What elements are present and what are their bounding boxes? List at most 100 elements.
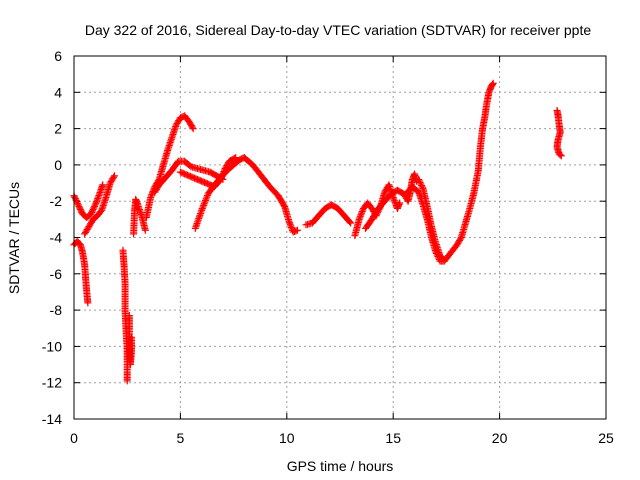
data-point	[356, 214, 364, 222]
data-point	[76, 205, 84, 213]
data-point	[437, 253, 445, 261]
data-point	[418, 183, 426, 191]
data-point	[92, 199, 100, 207]
data-point	[71, 193, 79, 201]
data-point	[292, 227, 300, 235]
data-point	[230, 154, 238, 162]
data-point	[416, 178, 424, 186]
data-point	[287, 222, 295, 230]
data-point	[219, 171, 227, 179]
data-point	[199, 203, 207, 211]
data-point	[218, 172, 226, 180]
data-point	[97, 208, 105, 216]
data-point	[220, 168, 228, 176]
data-point	[88, 207, 96, 215]
data-point	[123, 377, 131, 385]
x-tick-label: 25	[598, 430, 614, 446]
data-point	[415, 175, 423, 183]
x-tick-label: 10	[279, 430, 295, 446]
data-point	[217, 175, 225, 183]
y-tick-label: -12	[42, 375, 62, 391]
data-point	[87, 210, 95, 218]
data-point	[391, 198, 399, 206]
data-point	[94, 193, 102, 201]
data-point	[89, 205, 97, 213]
data-point	[232, 154, 240, 162]
data-point	[141, 226, 149, 234]
data-point	[280, 201, 288, 209]
data-point	[110, 173, 118, 181]
data-point	[347, 219, 355, 227]
y-tick-label: 6	[54, 48, 62, 64]
x-tick-label: 0	[70, 430, 78, 446]
data-point	[91, 201, 99, 209]
data-point	[77, 207, 85, 215]
y-tick-label: -8	[50, 302, 63, 318]
data-point	[200, 200, 208, 208]
data-points	[70, 79, 565, 385]
data-point	[95, 191, 103, 199]
x-tick-label: 5	[177, 430, 185, 446]
data-point	[415, 177, 423, 185]
x-tick-label: 15	[385, 430, 401, 446]
data-point	[220, 166, 228, 174]
data-point	[489, 79, 497, 87]
data-point	[93, 196, 101, 204]
data-point	[200, 201, 208, 209]
data-point	[75, 202, 83, 210]
data-point	[71, 195, 79, 203]
data-point	[358, 208, 366, 216]
grid-lines	[74, 56, 606, 419]
data-point	[201, 198, 209, 206]
data-point	[355, 215, 363, 223]
data-point	[198, 205, 206, 213]
data-point	[489, 80, 497, 88]
data-point	[94, 195, 102, 203]
data-point	[556, 151, 564, 159]
data-point	[293, 226, 301, 234]
data-point	[219, 169, 227, 177]
data-point	[285, 217, 293, 225]
data-point	[217, 174, 225, 182]
data-point	[358, 209, 366, 217]
data-point	[346, 218, 354, 226]
data-point	[357, 211, 365, 219]
data-point	[74, 201, 82, 209]
axis-ticks: 0 5 10 15 20 25 -14 -12 -10 -8 -6 -4 -2 0 2 4 6	[42, 48, 614, 446]
y-tick-label: 0	[54, 157, 62, 173]
data-point	[92, 198, 100, 206]
data-point	[91, 202, 99, 210]
x-axis-label: GPS time / hours	[287, 458, 394, 474]
data-point	[202, 195, 210, 203]
data-point	[147, 192, 155, 200]
y-tick-label: -10	[42, 338, 62, 354]
data-point	[356, 212, 364, 220]
data-point	[286, 220, 294, 228]
data-point	[84, 299, 92, 307]
y-tick-label: 2	[54, 121, 62, 137]
y-tick-label: -4	[50, 230, 63, 246]
y-tick-label: 4	[54, 84, 62, 100]
data-point	[73, 198, 81, 206]
y-axis-label: SDTVAR / TECUs	[6, 182, 22, 294]
data-point	[202, 196, 210, 204]
data-point	[147, 194, 155, 202]
y-tick-label: -14	[42, 411, 62, 427]
data-point	[188, 123, 196, 131]
x-tick-label: 20	[492, 430, 508, 446]
data-point	[286, 219, 294, 227]
plot-frame	[73, 55, 607, 420]
data-point	[88, 208, 96, 216]
data-point	[76, 204, 84, 212]
chart-title: Day 322 of 2016, Sidereal Day-to-day VTE…	[85, 22, 592, 38]
data-point	[287, 223, 295, 231]
data-point	[557, 152, 565, 160]
data-point	[418, 181, 426, 189]
y-tick-label: -6	[50, 266, 63, 282]
data-point	[99, 181, 107, 189]
data-point	[438, 253, 446, 261]
data-point	[110, 172, 118, 180]
data-point	[74, 199, 82, 207]
